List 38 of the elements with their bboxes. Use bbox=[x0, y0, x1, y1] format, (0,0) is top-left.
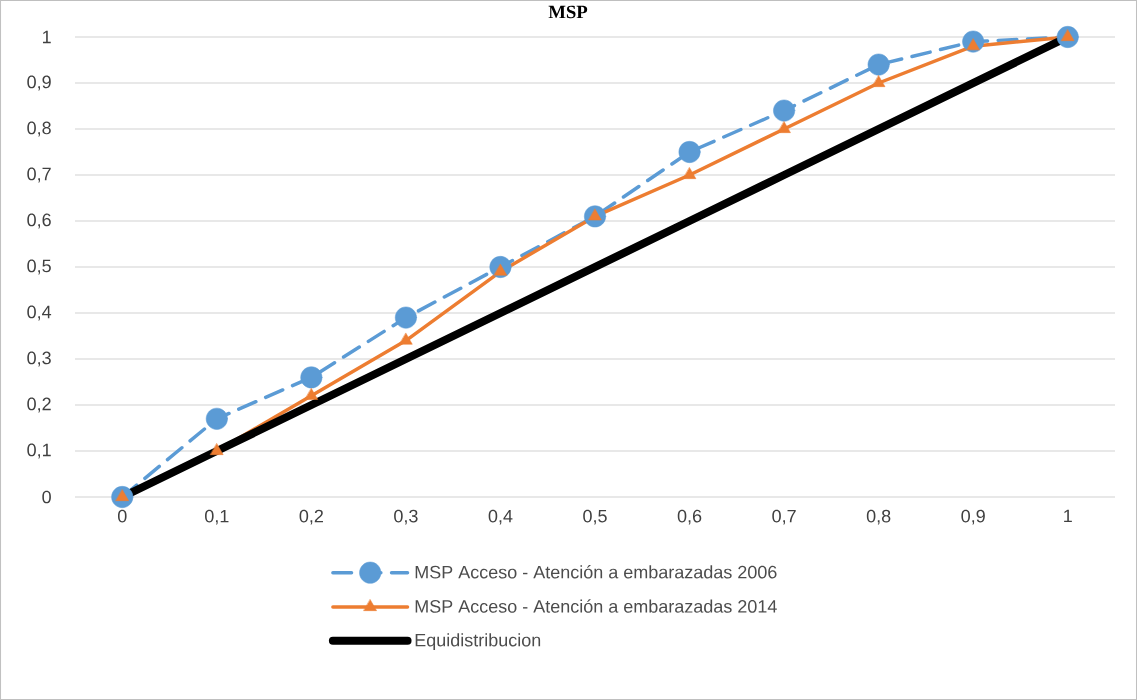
x-tick-label: 0,5 bbox=[583, 509, 607, 525]
legend-label: MSP Acceso - Atención a embarazadas 2006 bbox=[415, 565, 777, 579]
x-tick-label: 0,3 bbox=[394, 509, 418, 525]
point bbox=[300, 366, 323, 389]
point bbox=[304, 388, 318, 400]
point bbox=[872, 75, 886, 87]
x-tick-label: 0,6 bbox=[677, 509, 702, 525]
point bbox=[678, 141, 701, 163]
point bbox=[394, 306, 417, 329]
x-tick-label: 0,8 bbox=[866, 509, 891, 525]
x-tick-label: 1 bbox=[1064, 509, 1072, 523]
legend-label: MSP Acceso - Atención a embarazadas 2014 bbox=[415, 599, 777, 613]
chart-title: MSP bbox=[548, 5, 588, 19]
y-tick-label: 0,1 bbox=[27, 443, 51, 459]
point bbox=[399, 333, 413, 345]
y-tick-label: 0,2 bbox=[27, 397, 51, 413]
point bbox=[867, 53, 890, 76]
y-tick-label: 0,8 bbox=[27, 121, 51, 137]
point bbox=[205, 407, 228, 430]
point bbox=[777, 121, 791, 133]
point bbox=[210, 443, 224, 455]
point bbox=[682, 167, 697, 179]
y-tick-label: 0,7 bbox=[27, 167, 51, 183]
legend-label: Equidistribucion bbox=[415, 633, 541, 651]
x-tick-label: 0,9 bbox=[961, 509, 985, 525]
y-tick-label: 0,6 bbox=[27, 213, 51, 229]
point bbox=[773, 99, 796, 122]
x-tick-label: 0,4 bbox=[488, 509, 513, 525]
x-tick-label: 0,1 bbox=[205, 509, 229, 525]
y-tick-label: 0 bbox=[42, 490, 51, 504]
y-tick-label: 0,5 bbox=[27, 259, 51, 275]
x-tick-label: 0,7 bbox=[772, 509, 796, 525]
y-tick-label: 0,3 bbox=[27, 351, 51, 367]
y-tick-label: 0,9 bbox=[27, 75, 51, 91]
y-tick-label: 0,4 bbox=[27, 305, 52, 321]
x-tick-label: 0,2 bbox=[299, 509, 323, 525]
y-tick-label: 1 bbox=[43, 30, 51, 44]
x-tick-label: 0 bbox=[117, 509, 127, 523]
